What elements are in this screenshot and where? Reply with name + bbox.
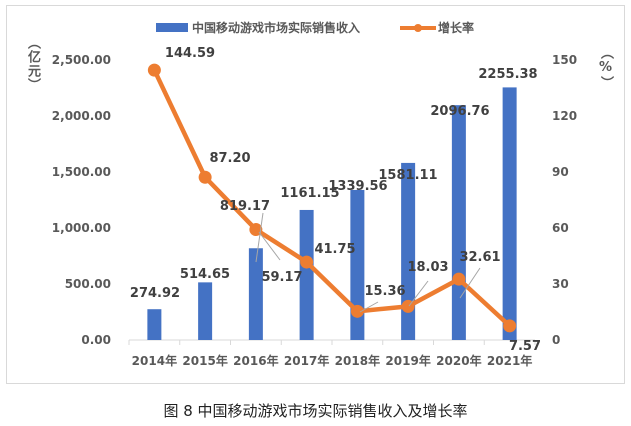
legend-line-label: 增长率 [438, 20, 474, 35]
left-tick-label: 500.00 [65, 277, 111, 291]
bar-data-label: 1581.11 [378, 168, 437, 183]
leader-line [255, 212, 264, 263]
line-point [503, 319, 517, 333]
line-data-label: 32.61 [459, 250, 500, 265]
line-data-label: 59.17 [261, 270, 302, 285]
line-data-label: 18.03 [407, 260, 448, 275]
left-tick-label: 2,000.00 [52, 109, 111, 123]
line-data-label: 41.75 [314, 242, 355, 257]
line-data-label: 15.36 [364, 284, 405, 299]
figure-caption: 图 8 中国移动游戏市场实际销售收入及增长率 [163, 402, 468, 420]
leader-line [258, 231, 281, 261]
line-data-label: 144.59 [165, 46, 215, 61]
right-tick-label: 30 [552, 277, 569, 291]
left-tick-label: 1,500.00 [52, 165, 111, 179]
x-tick-label: 2019年 [385, 353, 430, 368]
bar-data-label: 2096.76 [430, 104, 489, 119]
right-tick-label: 150 [552, 53, 577, 67]
left-axis-title: （亿元） [25, 36, 40, 92]
legend-line-marker [414, 24, 422, 32]
x-tick-label: 2014年 [132, 353, 177, 368]
x-tick-label: 2017年 [284, 353, 329, 368]
right-tick-label: 0 [552, 333, 560, 347]
bar-data-label: 819.17 [220, 199, 270, 214]
left-tick-label: 0.00 [81, 333, 111, 347]
bar [401, 162, 416, 340]
bar [299, 209, 314, 340]
chart: 0.00 500.00 1,000.00 1,500.00 2,000.00 2,500.… [52, 20, 577, 368]
x-tick-label: 2018年 [335, 353, 380, 368]
bar-data-label: 1339.56 [328, 179, 387, 194]
bar [350, 189, 365, 340]
x-tick-label: 2021年 [487, 353, 532, 368]
chart-frame [6, 5, 625, 384]
right-axis-title: （%） [598, 46, 613, 90]
bar [147, 309, 162, 340]
bar [248, 248, 263, 340]
bar [451, 105, 466, 341]
right-tick-label: 60 [552, 221, 569, 235]
legend-bar-label: 中国移动游戏市场实际销售收入 [192, 20, 360, 35]
leader-line [359, 301, 379, 313]
right-tick-label: 120 [552, 109, 577, 123]
growth-line [152, 69, 512, 328]
x-tick-label: 2016年 [233, 353, 278, 368]
bar-data-label: 2255.38 [478, 67, 537, 82]
left-tick-label: 1,000.00 [52, 221, 111, 235]
leader-line [459, 267, 481, 299]
bar-data-label: 514.65 [180, 267, 230, 282]
line-point [300, 255, 314, 269]
line-data-label: 7.57 [509, 339, 541, 354]
legend-bar-swatch [156, 23, 188, 32]
line-data-label: 87.20 [209, 151, 250, 166]
bar [198, 282, 213, 340]
x-tick-label: 2015年 [182, 353, 227, 368]
line-point [198, 170, 212, 184]
bar-data-label: 1161.15 [280, 186, 339, 201]
bar-data-label: 274.92 [130, 286, 180, 301]
left-tick-label: 2,500.00 [52, 53, 111, 67]
line-point [350, 304, 364, 318]
line-point [147, 63, 161, 77]
bar [502, 87, 517, 341]
leader-line [408, 280, 429, 307]
line-point [452, 272, 466, 286]
x-tick-label: 2020年 [436, 353, 481, 368]
right-tick-label: 90 [552, 165, 569, 179]
